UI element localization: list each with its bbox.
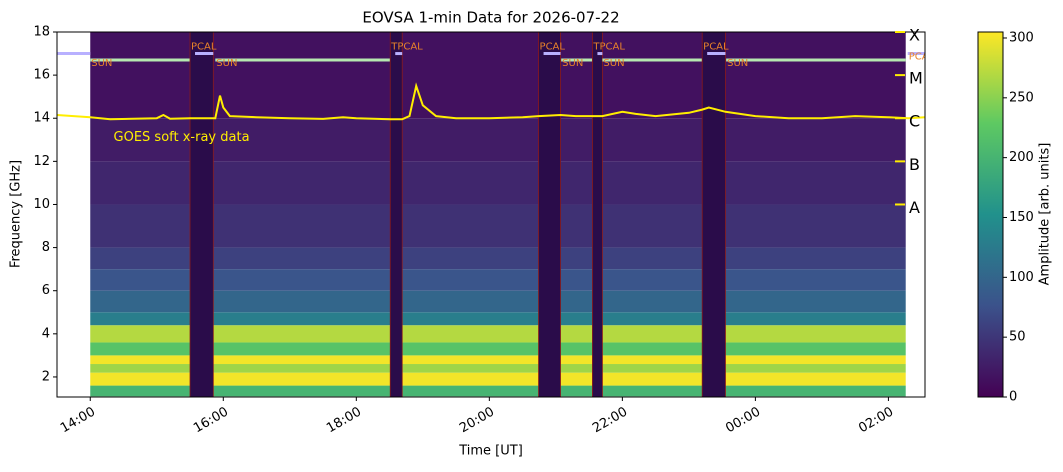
y-tick-label: 14 bbox=[33, 111, 50, 126]
plot-area: SUN PCAL SUN TPCAL PCAL SUN TPCAL SUN PCAL SUN PCA… bbox=[57, 32, 935, 397]
segment-label: PCAL bbox=[540, 42, 566, 53]
segment-label: SUN bbox=[727, 58, 748, 69]
calibration-gap bbox=[538, 32, 561, 397]
x-tick-label: 20:00 bbox=[457, 405, 497, 437]
calibration-gap bbox=[189, 32, 214, 397]
y-tick-label: 10 bbox=[33, 197, 50, 212]
heatmap-band bbox=[90, 118, 906, 162]
segment-label: SUN bbox=[91, 58, 112, 69]
segment-label: SUN bbox=[603, 58, 624, 69]
heatmap-band bbox=[90, 204, 906, 248]
x-tick-label: 22:00 bbox=[590, 405, 630, 437]
heatmap-band bbox=[90, 32, 906, 119]
goes-level-label: B bbox=[909, 155, 920, 174]
x-tick-label: 16:00 bbox=[191, 405, 231, 437]
colorbar bbox=[977, 31, 1004, 398]
goes-annotation: GOES soft x-ray data bbox=[114, 130, 250, 145]
goes-level-label: A bbox=[909, 198, 920, 217]
y-tick-label: 2 bbox=[42, 369, 50, 384]
calibration-gap bbox=[592, 32, 603, 397]
y-tick-label: 18 bbox=[33, 25, 50, 40]
colorbar-tick-label: 200 bbox=[1009, 150, 1034, 165]
x-tick-label: 14:00 bbox=[58, 405, 98, 437]
y-tick-label: 12 bbox=[33, 154, 50, 169]
colorbar-tick-label: 100 bbox=[1009, 270, 1034, 285]
x-axis-label: Time [UT] bbox=[458, 444, 523, 459]
heatmap-band bbox=[90, 161, 906, 205]
y-tick-label: 4 bbox=[42, 326, 50, 341]
y-tick-label: 6 bbox=[42, 283, 50, 298]
colorbar-tick-label: 0 bbox=[1009, 390, 1017, 405]
segment-label: TPCAL bbox=[390, 42, 423, 53]
segment-label: SUN bbox=[216, 58, 237, 69]
heatmap-band bbox=[90, 385, 906, 397]
segment-label: PCAL bbox=[909, 52, 935, 63]
colorbar-tick-label: 250 bbox=[1009, 90, 1034, 105]
colorbar-tick-label: 50 bbox=[1009, 330, 1026, 345]
colorbar-label: Amplitude [arb. units] bbox=[1038, 143, 1053, 286]
goes-level-label: M bbox=[909, 69, 923, 88]
chart-title: EOVSA 1-min Data for 2026-07-22 bbox=[362, 9, 619, 27]
segment-label: PCAL bbox=[703, 42, 729, 53]
y-tick-label: 16 bbox=[33, 68, 50, 83]
plot-frame bbox=[56, 31, 926, 398]
y-tick-label: 8 bbox=[42, 240, 50, 255]
colorbar-tick-label: 150 bbox=[1009, 210, 1034, 225]
goes-level-label: X bbox=[909, 26, 920, 45]
goes-level-label: C bbox=[909, 112, 920, 131]
goes-line bbox=[57, 82, 925, 121]
segment-label: PCAL bbox=[191, 42, 217, 53]
x-tick-label: 00:00 bbox=[723, 405, 763, 437]
segment-label: SUN bbox=[562, 58, 583, 69]
segment-label: TPCAL bbox=[592, 42, 625, 53]
calibration-gap bbox=[389, 32, 403, 397]
heatmap-band bbox=[90, 364, 906, 373]
y-axis-label: Frequency [GHz] bbox=[9, 160, 24, 268]
heatmap-band bbox=[90, 355, 906, 365]
colorbar-tick-label: 300 bbox=[1009, 30, 1034, 45]
x-tick-label: 02:00 bbox=[856, 405, 896, 437]
calibration-gap bbox=[701, 32, 726, 397]
x-tick-label: 18:00 bbox=[324, 405, 364, 437]
